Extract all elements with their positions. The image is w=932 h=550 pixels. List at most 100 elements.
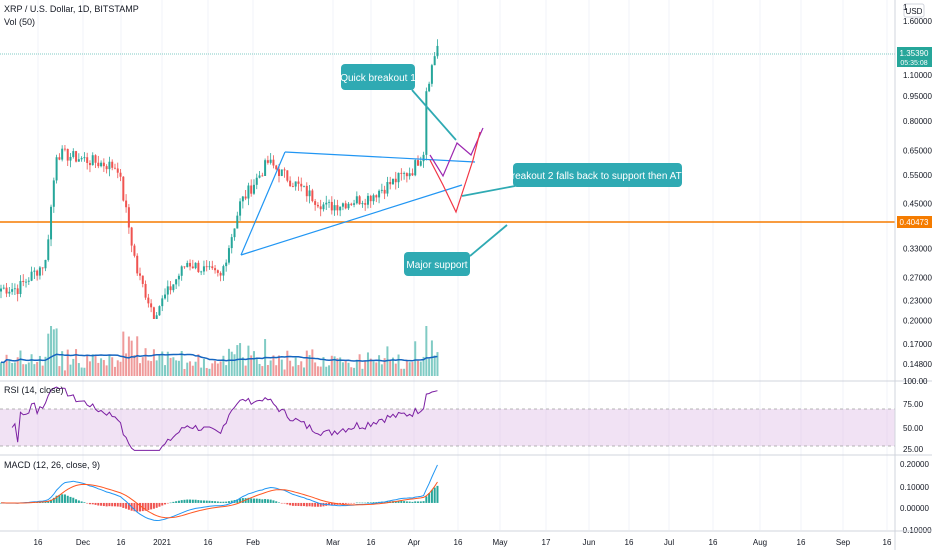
macd-hist-bar xyxy=(72,497,75,503)
volume-bar xyxy=(336,358,339,376)
macd-pane[interactable]: MACD (12, 26, close, 9) xyxy=(0,454,932,522)
macd-hist-bar xyxy=(102,502,105,507)
macd-hist-bar xyxy=(169,502,172,504)
volume-bar xyxy=(38,355,41,376)
rsi-tick-label: 50.00 xyxy=(903,424,924,433)
volume-bar xyxy=(11,363,14,376)
macd-hist-bar xyxy=(52,497,55,503)
macd-hist-bar xyxy=(358,502,361,504)
macd-hist-bar xyxy=(175,501,178,503)
macd-hist-bar xyxy=(350,502,353,504)
time-label: Jun xyxy=(583,538,596,547)
time-label: 16 xyxy=(454,538,463,547)
volume-bar xyxy=(97,362,100,376)
macd-hist-bar xyxy=(425,496,428,503)
macd-hist-bar xyxy=(111,502,114,507)
candle-body xyxy=(202,266,205,272)
macd-legend[interactable]: MACD (12, 26, close, 9) xyxy=(4,460,100,470)
rsi-pane[interactable]: RSI (14, close) xyxy=(0,380,932,451)
volume-bar xyxy=(397,354,400,376)
candle-body xyxy=(319,206,322,210)
path-projection-red[interactable] xyxy=(429,131,481,214)
macd-hist-bar xyxy=(341,502,344,505)
macd-hist-bar xyxy=(300,502,303,507)
volume-bar xyxy=(113,366,116,376)
volume-bar xyxy=(130,340,133,376)
callout-breakout-two[interactable]: Breakout 2 falls back to support then AT… xyxy=(505,163,689,187)
candle-body xyxy=(183,266,186,268)
callout-major-support[interactable]: Major support xyxy=(404,252,470,276)
drawings[interactable] xyxy=(240,89,516,257)
macd-hist-bar xyxy=(200,500,203,503)
candle-body xyxy=(113,167,116,169)
price-tick-label: 0.55000 xyxy=(903,171,932,180)
candle-body xyxy=(52,180,55,207)
volume-bar xyxy=(155,360,158,376)
volume-bar xyxy=(205,367,208,376)
time-label: Mar xyxy=(326,538,340,547)
volume-bar xyxy=(272,355,275,376)
volume-bar xyxy=(8,360,11,376)
volume-bar xyxy=(133,355,136,376)
macd-hist-bar xyxy=(386,501,389,503)
macd-hist-bar xyxy=(69,496,72,503)
volume-bar xyxy=(100,358,103,376)
macd-hist-bar xyxy=(108,502,111,507)
candle-body xyxy=(405,173,408,177)
candle-body xyxy=(216,270,219,273)
callout-quick-breakout[interactable]: Quick breakout 1 xyxy=(340,64,416,90)
volume-bar xyxy=(191,365,194,376)
candle-body xyxy=(191,266,194,269)
macd-hist-bar xyxy=(428,493,431,503)
volume-bar xyxy=(80,367,83,376)
candle-body xyxy=(33,270,36,272)
candle-body xyxy=(328,201,331,203)
volume-bar xyxy=(102,360,105,376)
macd-hist-bar xyxy=(86,502,89,504)
volume-bar xyxy=(230,351,233,376)
macd-hist-bar xyxy=(258,498,261,503)
candle-body xyxy=(275,165,278,170)
rsi-tick-label: 25.00 xyxy=(903,445,924,454)
volume-bar xyxy=(55,328,58,376)
volume-bar xyxy=(247,345,250,376)
rsi-legend[interactable]: RSI (14, close) xyxy=(4,385,64,395)
path-projection-purple[interactable] xyxy=(429,127,484,178)
macd-line xyxy=(1,464,438,522)
price-pane[interactable]: Quick breakout 1 Breakout 2 falls back t… xyxy=(0,0,895,530)
volume-bar xyxy=(2,362,5,376)
volume-legend[interactable]: Vol (50) xyxy=(4,17,35,27)
volume-bar xyxy=(141,357,144,376)
time-label: 16 xyxy=(797,538,806,547)
volume-bar xyxy=(216,363,219,376)
macd-hist-bar xyxy=(280,502,283,504)
candle-body xyxy=(227,248,230,263)
volume-bar xyxy=(116,360,119,376)
triangle-lower-line[interactable] xyxy=(240,184,463,256)
time-axis[interactable]: 16 Dec 16 2021 16 Feb Mar 16 Apr 16 May 17 Jun 16 Jul 1… xyxy=(0,530,932,547)
callout-quick-breakout-text: Quick breakout 1 xyxy=(340,73,416,84)
trend-line-rally[interactable] xyxy=(240,151,286,256)
candle-body xyxy=(433,56,436,66)
price-tick-label: 0.65000 xyxy=(903,147,932,156)
symbol-title[interactable]: XRP / U.S. Dollar, 1D, BITSTAMP xyxy=(4,4,139,14)
candle-body xyxy=(397,172,400,183)
price-scale[interactable]: 1.60000 1.10000 0.95000 0.80000 0.65000 0.550… xyxy=(894,0,932,550)
triangle-upper-line[interactable] xyxy=(284,151,476,163)
volume-bar xyxy=(341,362,344,376)
candle-body xyxy=(133,245,136,256)
candle-body xyxy=(13,288,16,290)
macd-hist-bar xyxy=(113,502,116,507)
candle-body xyxy=(122,176,125,201)
macd-hist-bar xyxy=(314,502,317,507)
price-tick-label: 0.33000 xyxy=(903,244,932,253)
volume-bar xyxy=(125,353,128,376)
candle-body xyxy=(139,273,141,276)
candle-body xyxy=(333,205,336,211)
volume-bar xyxy=(219,361,222,376)
volume-bar xyxy=(50,326,53,376)
currency-button[interactable] xyxy=(903,3,925,18)
volume-bar xyxy=(325,366,328,376)
candle-body xyxy=(8,291,11,294)
